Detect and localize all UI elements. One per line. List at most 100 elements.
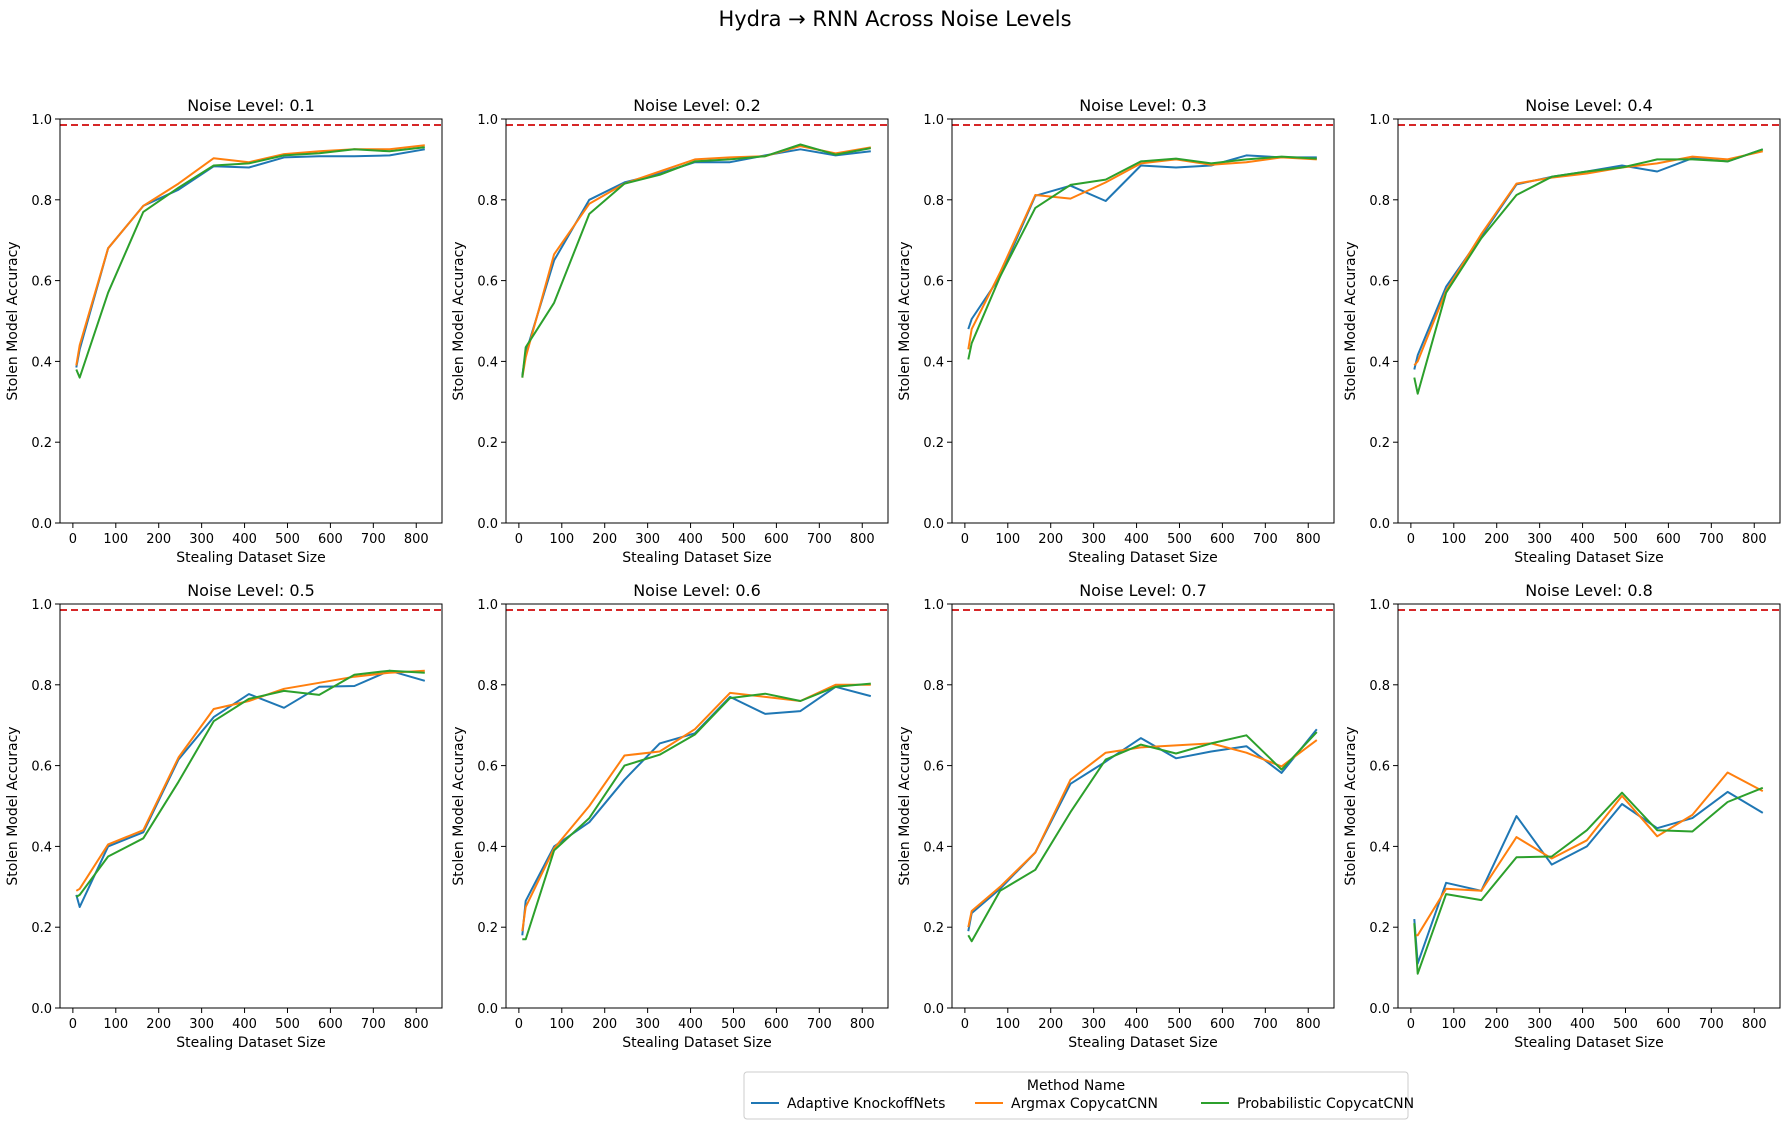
- series-line-probabilistic-copycatcnn: [967, 155, 1317, 360]
- subplot-2: Noise Level: 0.2 0.0 0.2 0.4 0.6 0.8 1.0 0 100 20…: [451, 96, 889, 566]
- y-tick-label: 0.4: [477, 355, 498, 370]
- x-tick-label: 300: [1081, 532, 1106, 547]
- y-tick-label: 0.8: [31, 194, 52, 209]
- legend-entries: Adaptive KnockoffNets Argmax CopycatCNN Pr…: [751, 1096, 1414, 1112]
- subplot-title: Noise Level: 0.4: [1525, 96, 1653, 115]
- x-axis-label: Stealing Dataset Size: [1514, 1035, 1664, 1051]
- x-tick-label: 100: [1441, 532, 1466, 547]
- x-tick-label: 0: [961, 1017, 969, 1032]
- y-axis-label: Stolen Model Accuracy: [5, 241, 21, 400]
- y-tick-label: 1.0: [31, 598, 52, 613]
- x-tick-label: 400: [1570, 532, 1595, 547]
- legend-entry-label: Probabilistic CopycatCNN: [1237, 1096, 1414, 1112]
- x-tick-label: 500: [275, 532, 300, 547]
- x-tick-label: 800: [850, 532, 875, 547]
- x-tick-label: 700: [361, 532, 386, 547]
- subplot-title: Noise Level: 0.6: [633, 581, 761, 600]
- y-axis-label: Stolen Model Accuracy: [897, 726, 913, 885]
- x-tick-label: 100: [549, 532, 574, 547]
- x-tick-label: 400: [1124, 1017, 1149, 1032]
- x-tick-label: 200: [592, 1017, 617, 1032]
- x-axis-label: Stealing Dataset Size: [1068, 1035, 1218, 1051]
- y-tick-label: 0.4: [31, 840, 52, 855]
- y-axis-label: Stolen Model Accuracy: [451, 241, 467, 400]
- x-tick-label: 400: [1124, 532, 1149, 547]
- x-tick-label: 500: [1167, 532, 1192, 547]
- subplot-title: Noise Level: 0.7: [1079, 581, 1207, 600]
- y-tick-label: 0.6: [477, 760, 498, 775]
- axes-frame: [951, 118, 1335, 524]
- x-tick-label: 500: [721, 1017, 746, 1032]
- y-tick-label: 0.8: [477, 679, 498, 694]
- x-tick-label: 300: [1527, 532, 1552, 547]
- series-line-adaptive-knockoffnets: [75, 669, 426, 908]
- y-tick-label: 1.0: [923, 598, 944, 613]
- series-line-probabilistic-copycatcnn: [1413, 148, 1764, 395]
- y-tick-label: 0.2: [1369, 921, 1390, 936]
- x-tick-label: 0: [961, 532, 969, 547]
- x-tick-label: 500: [721, 532, 746, 547]
- x-tick-label: 0: [1407, 1017, 1415, 1032]
- y-tick-label: 0.2: [477, 921, 498, 936]
- y-tick-label: 0.8: [923, 194, 944, 209]
- x-tick-label: 600: [764, 1017, 789, 1032]
- y-tick-label: 1.0: [31, 113, 52, 128]
- y-axis-label: Stolen Model Accuracy: [1343, 241, 1359, 400]
- subplot-1: Noise Level: 0.1 0.0 0.2 0.4 0.6 0.8 1.0 0 100 20…: [5, 96, 443, 566]
- legend-title: Method Name: [1027, 1078, 1125, 1094]
- series-line-probabilistic-copycatcnn: [75, 146, 425, 379]
- subplot-7: Noise Level: 0.7 0.0 0.2 0.4 0.6 0.8 1.0 0 100 20…: [897, 581, 1335, 1051]
- series-line-probabilistic-copycatcnn: [521, 143, 871, 378]
- x-tick-label: 200: [592, 532, 617, 547]
- x-tick-label: 0: [515, 532, 523, 547]
- y-tick-label: 0.0: [1369, 517, 1390, 532]
- axes-frame: [59, 118, 443, 524]
- x-tick-label: 100: [103, 1017, 128, 1032]
- x-tick-label: 200: [146, 1017, 171, 1032]
- x-tick-label: 200: [1484, 1017, 1509, 1032]
- series-line-argmax-copycatcnn: [75, 144, 425, 366]
- x-tick-label: 100: [1441, 1017, 1466, 1032]
- x-tick-label: 800: [404, 1017, 429, 1032]
- y-tick-label: 0.0: [31, 517, 52, 532]
- x-tick-label: 800: [850, 1017, 875, 1032]
- y-tick-label: 0.0: [31, 1002, 52, 1017]
- subplot-title: Noise Level: 0.3: [1079, 96, 1207, 115]
- y-tick-label: 0.6: [31, 760, 52, 775]
- axes-frame: [59, 603, 443, 1009]
- subplots: Noise Level: 0.1 0.0 0.2 0.4 0.6 0.8 1.0 0 100 20…: [5, 96, 1781, 1051]
- x-tick-label: 700: [807, 1017, 832, 1032]
- x-tick-label: 300: [189, 1017, 214, 1032]
- y-tick-label: 1.0: [1369, 598, 1390, 613]
- x-tick-label: 600: [764, 532, 789, 547]
- x-tick-label: 600: [1656, 532, 1681, 547]
- x-tick-label: 300: [1081, 1017, 1106, 1032]
- legend-entry-label: Argmax CopycatCNN: [1011, 1096, 1158, 1112]
- y-tick-label: 0.2: [477, 436, 498, 451]
- y-axis-label: Stolen Model Accuracy: [451, 726, 467, 885]
- y-tick-label: 0.8: [1369, 679, 1390, 694]
- y-tick-label: 0.2: [1369, 436, 1390, 451]
- y-tick-label: 0.0: [1369, 1002, 1390, 1017]
- x-tick-label: 700: [1253, 1017, 1278, 1032]
- x-tick-label: 800: [1742, 532, 1767, 547]
- y-tick-label: 1.0: [923, 113, 944, 128]
- x-tick-label: 0: [69, 532, 77, 547]
- legend: Method Name Adaptive KnockoffNets Argmax …: [743, 1071, 1414, 1120]
- subplot-8: Noise Level: 0.8 0.0 0.2 0.4 0.6 0.8 1.0 0 100 20…: [1343, 581, 1781, 1051]
- y-tick-label: 0.8: [1369, 194, 1390, 209]
- series-line-adaptive-knockoffnets: [967, 154, 1317, 330]
- x-tick-label: 800: [404, 532, 429, 547]
- x-tick-label: 100: [549, 1017, 574, 1032]
- x-tick-label: 200: [146, 532, 171, 547]
- y-tick-label: 0.4: [477, 840, 498, 855]
- series-line-probabilistic-copycatcnn: [967, 731, 1318, 943]
- x-tick-label: 700: [807, 532, 832, 547]
- y-tick-label: 0.2: [923, 921, 944, 936]
- x-tick-label: 600: [1210, 532, 1235, 547]
- x-tick-label: 800: [1296, 532, 1321, 547]
- subplot-4: Noise Level: 0.4 0.0 0.2 0.4 0.6 0.8 1.0 0 100 20…: [1343, 96, 1781, 566]
- axes-frame: [505, 603, 889, 1009]
- subplot-title: Noise Level: 0.1: [187, 96, 315, 115]
